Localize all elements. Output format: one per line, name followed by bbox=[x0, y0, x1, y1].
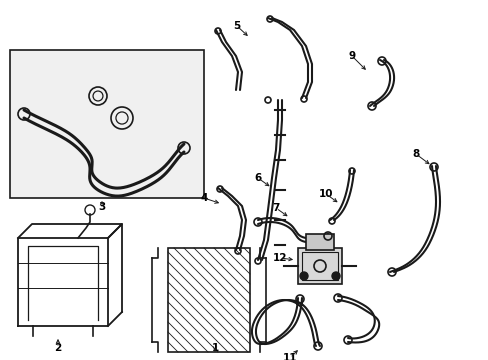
Text: 7: 7 bbox=[272, 203, 279, 213]
Bar bbox=[305, 234, 333, 250]
Circle shape bbox=[299, 272, 307, 280]
Text: 4: 4 bbox=[200, 193, 207, 203]
Text: 6: 6 bbox=[254, 173, 261, 183]
Text: 2: 2 bbox=[54, 343, 61, 353]
Text: 3: 3 bbox=[98, 202, 105, 212]
Text: 9: 9 bbox=[348, 51, 355, 61]
Text: 10: 10 bbox=[318, 189, 332, 199]
Text: 5: 5 bbox=[233, 21, 240, 31]
Text: 12: 12 bbox=[272, 253, 286, 263]
Circle shape bbox=[331, 272, 339, 280]
Text: 11: 11 bbox=[282, 353, 297, 360]
Bar bbox=[10, 50, 203, 198]
Text: 8: 8 bbox=[411, 149, 419, 159]
Bar bbox=[297, 248, 341, 284]
Bar bbox=[168, 248, 249, 352]
Text: 1: 1 bbox=[211, 343, 218, 353]
Bar bbox=[302, 252, 337, 280]
